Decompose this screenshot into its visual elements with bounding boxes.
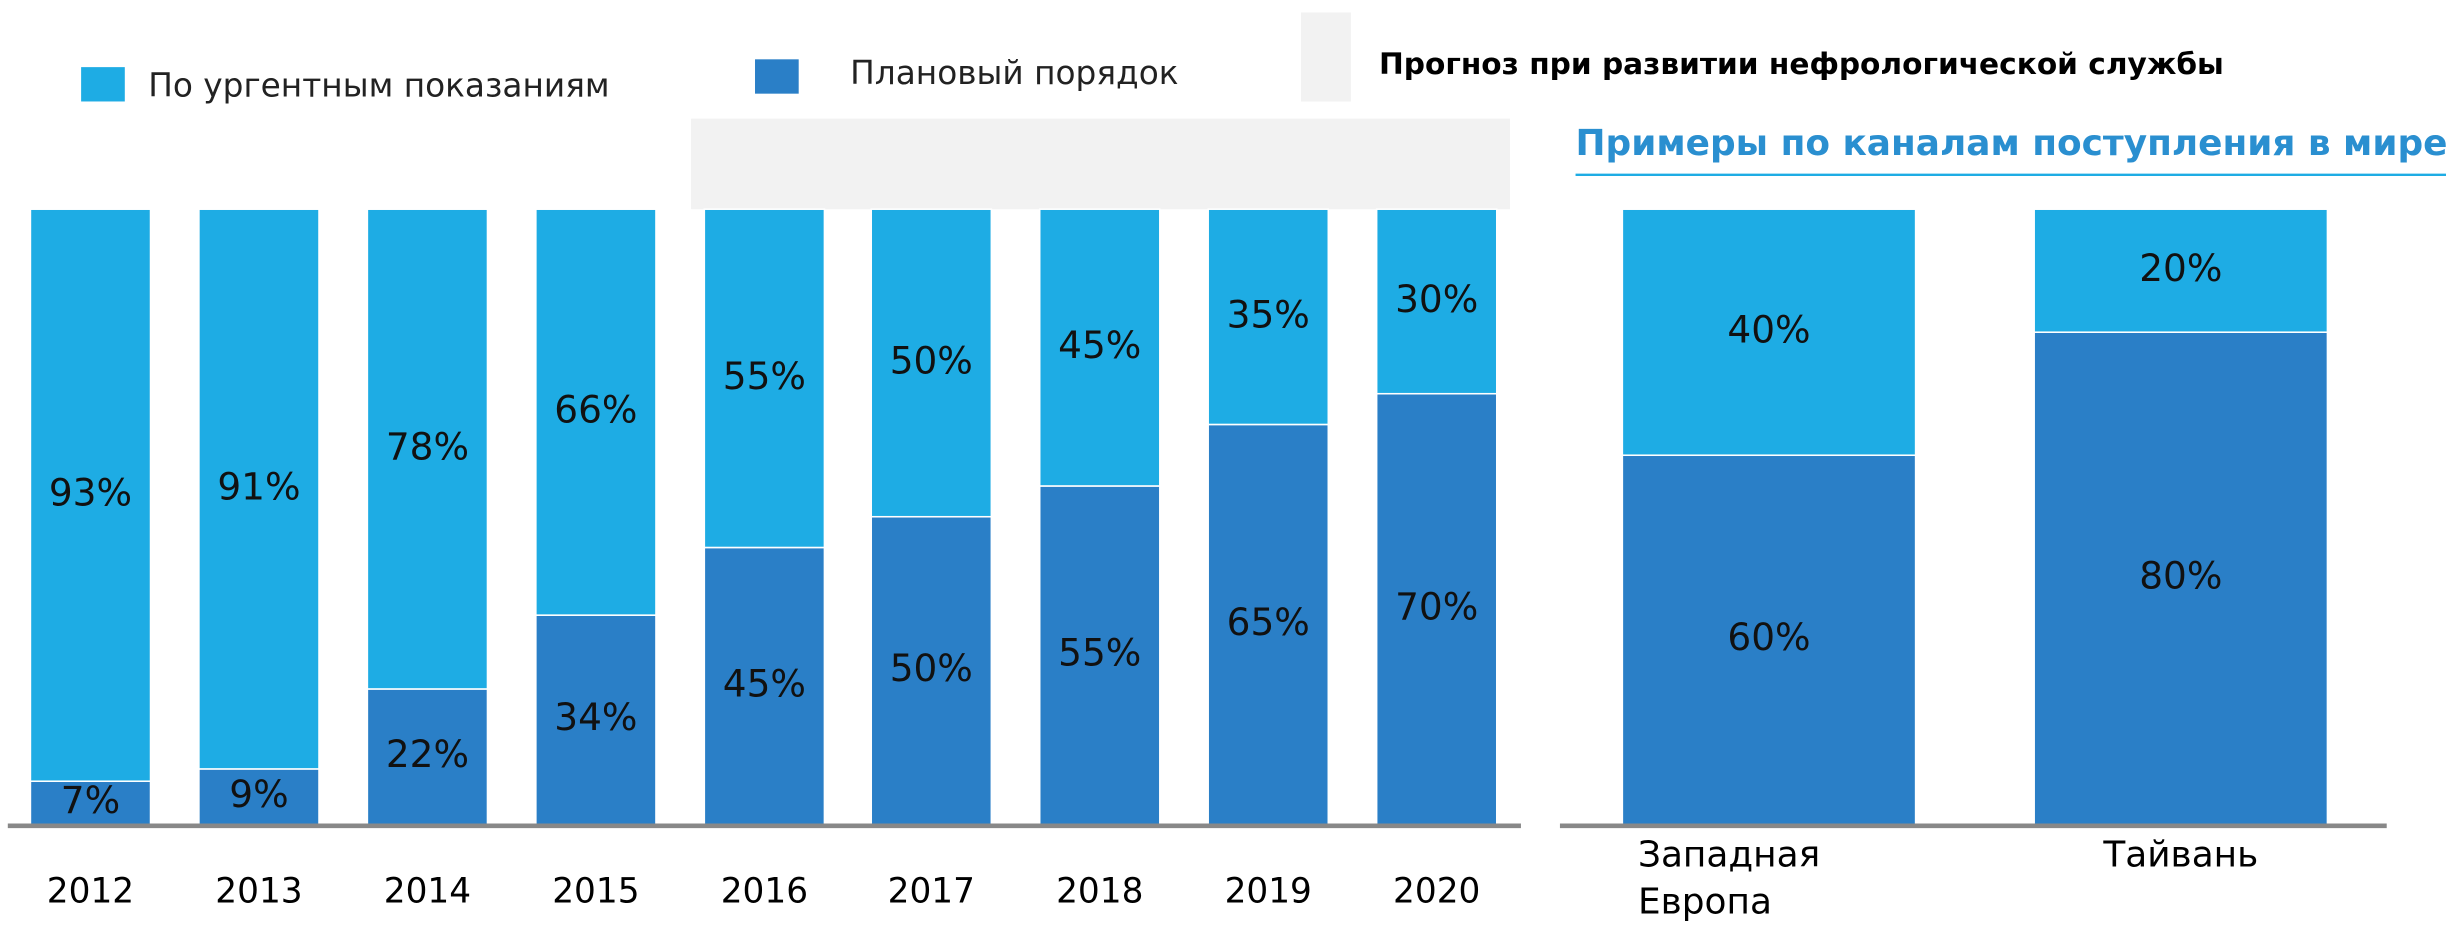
x-tick-label: 2014 bbox=[384, 871, 471, 911]
x-tick-label: Тайвань bbox=[2103, 835, 2259, 876]
bar-segment bbox=[535, 208, 657, 616]
bar-segment bbox=[29, 208, 152, 783]
bar-segment bbox=[703, 208, 826, 549]
forecast-legend-label: Прогноз при развитии нефрологической слу… bbox=[1379, 46, 2224, 81]
x-tick-label: 2017 bbox=[888, 871, 975, 911]
bar-segment bbox=[1038, 208, 1161, 487]
data-label: 78% bbox=[386, 425, 469, 469]
legend-swatch bbox=[81, 67, 125, 102]
bar-segment bbox=[1207, 208, 1330, 426]
x-tick-label: 2020 bbox=[1393, 871, 1480, 911]
data-label: 20% bbox=[2139, 246, 2222, 290]
data-label: 55% bbox=[723, 354, 806, 398]
data-label: 60% bbox=[1727, 615, 1810, 659]
data-label: 7% bbox=[61, 778, 120, 822]
x-tick-label-box: Западная Европа bbox=[1637, 835, 1821, 923]
x-tick-label: 2016 bbox=[721, 871, 808, 911]
x-tick-label: 2012 bbox=[47, 871, 134, 911]
data-label: 55% bbox=[1058, 631, 1141, 675]
data-label: 34% bbox=[554, 695, 637, 739]
bar-segment bbox=[870, 208, 993, 518]
bar-segment bbox=[535, 614, 657, 826]
data-label: 66% bbox=[554, 388, 637, 432]
data-label: 45% bbox=[1058, 323, 1141, 367]
data-label: 9% bbox=[229, 772, 288, 816]
forecast-region bbox=[691, 118, 1511, 210]
bar-segment bbox=[1621, 454, 1917, 826]
data-label: 40% bbox=[1727, 308, 1810, 352]
legend-label: По ургентным показаниям bbox=[148, 66, 609, 104]
x-tick-label: 2013 bbox=[215, 871, 302, 911]
bar-segment bbox=[366, 688, 489, 826]
x-tick-label: Западная Европа bbox=[1637, 835, 1821, 923]
legend-label: Плановый порядок bbox=[850, 54, 1178, 92]
x-tick-label-box: Тайвань bbox=[2103, 835, 2259, 876]
bar-segment bbox=[198, 208, 320, 770]
data-label: 70% bbox=[1395, 584, 1478, 628]
bar-segment bbox=[2033, 331, 2329, 826]
data-label: 65% bbox=[1227, 600, 1310, 644]
bar-segment bbox=[1207, 423, 1330, 826]
data-label: 30% bbox=[1395, 277, 1478, 321]
data-label: 50% bbox=[890, 338, 973, 382]
bar-segment bbox=[1375, 208, 1498, 395]
x-tick-label: 2018 bbox=[1056, 871, 1143, 911]
bar-segment bbox=[1621, 208, 1917, 457]
legend-swatch bbox=[755, 59, 799, 94]
forecast-legend-swatch bbox=[1300, 12, 1351, 102]
bar-segment bbox=[703, 546, 826, 826]
data-label: 22% bbox=[386, 732, 469, 776]
data-label: 35% bbox=[1227, 292, 1310, 336]
data-label: 45% bbox=[723, 661, 806, 705]
data-label: 50% bbox=[890, 646, 973, 690]
x-tick-label: 2015 bbox=[552, 871, 639, 911]
data-label: 91% bbox=[217, 465, 300, 509]
bar-segment bbox=[2033, 208, 2329, 333]
bar-segment bbox=[1038, 485, 1161, 826]
data-label: 80% bbox=[2139, 554, 2222, 598]
chart-title: Примеры по каналам поступления в мире bbox=[1576, 123, 2446, 164]
bar-segment bbox=[870, 515, 993, 826]
bar-segment bbox=[366, 208, 489, 690]
x-tick-label: 2019 bbox=[1225, 871, 1312, 911]
data-label: 93% bbox=[49, 471, 132, 515]
